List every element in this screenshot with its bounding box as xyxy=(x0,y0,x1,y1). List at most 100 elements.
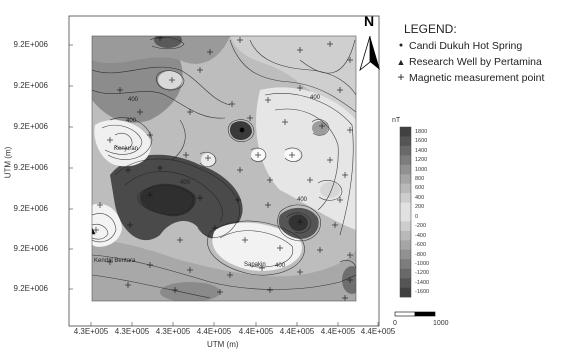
contour-label: 400 xyxy=(128,97,139,103)
colorbar-swatch xyxy=(400,240,411,251)
measurement-point-marker xyxy=(97,202,103,208)
colorbar-label: -800 xyxy=(415,251,427,258)
scale-bar xyxy=(394,311,436,317)
colorbar-swatch xyxy=(400,259,411,269)
measurement-point-marker xyxy=(125,282,131,288)
colorbar-label: -200 xyxy=(415,223,427,230)
measurement-point-marker xyxy=(317,247,323,253)
measurement-point-marker xyxy=(177,237,183,243)
measurement-point-marker xyxy=(255,152,261,158)
y-tick-label: 9.2E+006 xyxy=(13,284,48,293)
measurement-point-marker xyxy=(347,252,353,258)
measurement-point-marker xyxy=(267,287,273,293)
measurement-point-marker xyxy=(147,262,153,268)
x-tick-label: 4.3E+005 xyxy=(155,327,191,336)
colorbar-swatch xyxy=(400,230,411,241)
north-label: N xyxy=(364,13,375,29)
measurement-point-marker xyxy=(147,192,153,198)
measurement-point-marker xyxy=(183,152,189,158)
colorbar-swatch xyxy=(400,145,411,156)
colorbar-swatch xyxy=(400,249,411,260)
measurement-point-marker xyxy=(297,219,303,225)
measurement-point-marker xyxy=(117,87,123,93)
place-label-kenjuran: Kenjuran xyxy=(114,146,139,152)
colorbar-label: -1000 xyxy=(415,260,430,267)
measurement-point-marker xyxy=(157,36,163,41)
contour-label: 400 xyxy=(180,180,191,186)
contour-label: 400 xyxy=(126,118,137,124)
colorbar-label: 400 xyxy=(415,194,425,201)
colorbar-swatch xyxy=(400,278,411,288)
colorbar-swatch xyxy=(400,136,411,147)
colorbar-swatch xyxy=(400,164,411,175)
contour-map xyxy=(92,36,356,301)
measurement-point-marker xyxy=(227,272,233,278)
x-tick-label: 4.4E+005 xyxy=(238,327,274,336)
colorbar-swatch xyxy=(400,127,411,137)
colorbar-swatch xyxy=(400,212,411,222)
measurement-point-marker xyxy=(297,269,303,275)
measurement-point-marker xyxy=(297,85,303,91)
measurement-point-marker xyxy=(265,202,271,208)
measurement-point-marker xyxy=(289,152,295,158)
x-tick-label: 4.3E+005 xyxy=(114,327,150,336)
scale-end-label: 1000 xyxy=(433,320,449,327)
contour-label: 400 xyxy=(297,197,308,203)
colorbar-label: 1400 xyxy=(415,147,428,154)
colorbar-label: -1200 xyxy=(415,270,430,277)
research-well-marker xyxy=(92,227,96,235)
measurement-point-marker xyxy=(247,115,253,121)
contour-label: 400 xyxy=(310,95,321,101)
measurement-point-marker xyxy=(342,172,348,178)
measurement-point-marker xyxy=(347,127,353,133)
dot-icon: ● xyxy=(398,42,404,49)
measurement-point-marker xyxy=(259,265,265,271)
colorbar-swatch xyxy=(400,155,411,166)
hot-spring-marker xyxy=(239,127,245,133)
x-tick-label: 4.4E+005 xyxy=(360,327,396,336)
colorbar-label: -400 xyxy=(415,232,427,239)
measurement-point-marker xyxy=(342,295,348,301)
colorbar-swatch xyxy=(400,183,411,194)
colorbar xyxy=(399,126,412,298)
plus-icon: + xyxy=(397,70,405,84)
place-label-kendal-bentara: Kendal Bentara xyxy=(94,258,136,264)
measurement-point-marker xyxy=(205,155,211,161)
axis-ticks xyxy=(69,44,379,326)
y-tick-label: 9.2E+006 xyxy=(13,122,48,131)
measurement-point-marker xyxy=(277,245,283,251)
colorbar-unit: nT xyxy=(392,117,401,124)
colorbar-label: 1200 xyxy=(415,157,428,164)
measurement-point-marker xyxy=(107,259,113,265)
colorbar-label: 1000 xyxy=(415,166,428,173)
legend-title: LEGEND: xyxy=(404,22,457,36)
measurement-point-marker xyxy=(125,167,131,173)
x-tick-label: 4.4E+005 xyxy=(320,327,356,336)
colorbar-label: 800 xyxy=(415,175,425,182)
measurement-point-marker xyxy=(187,109,193,115)
measurement-point-marker xyxy=(265,97,271,103)
colorbar-swatch xyxy=(400,202,411,213)
measurement-point-marker xyxy=(127,222,133,228)
measurement-point-marker xyxy=(267,177,273,183)
measurement-point-marker xyxy=(197,195,203,201)
legend-label: Magnetic measurement point xyxy=(409,72,545,84)
colorbar-swatch xyxy=(400,221,411,232)
measurement-point-marker xyxy=(172,287,178,293)
colorbar-swatch xyxy=(400,268,411,279)
scale-start-label: 0 xyxy=(393,320,397,327)
place-label-sapakin: Sapakin xyxy=(244,262,266,268)
y-axis-title: UTM (m) xyxy=(3,146,13,179)
y-tick-label: 9.2E+006 xyxy=(13,163,48,172)
measurement-point-marker xyxy=(307,177,313,183)
measurement-point-marker xyxy=(319,123,325,129)
north-arrow-icon xyxy=(359,35,380,72)
y-tick-label: 9.2E+006 xyxy=(13,81,48,90)
measurement-point-marker xyxy=(197,67,203,73)
measurement-point-marker xyxy=(212,225,218,231)
triangle-icon: ▲ xyxy=(396,57,406,67)
measurement-point-marker xyxy=(235,197,241,203)
colorbar-swatch xyxy=(400,193,411,203)
measurement-point-marker xyxy=(147,132,153,138)
colorbar-label: 1600 xyxy=(415,138,428,145)
